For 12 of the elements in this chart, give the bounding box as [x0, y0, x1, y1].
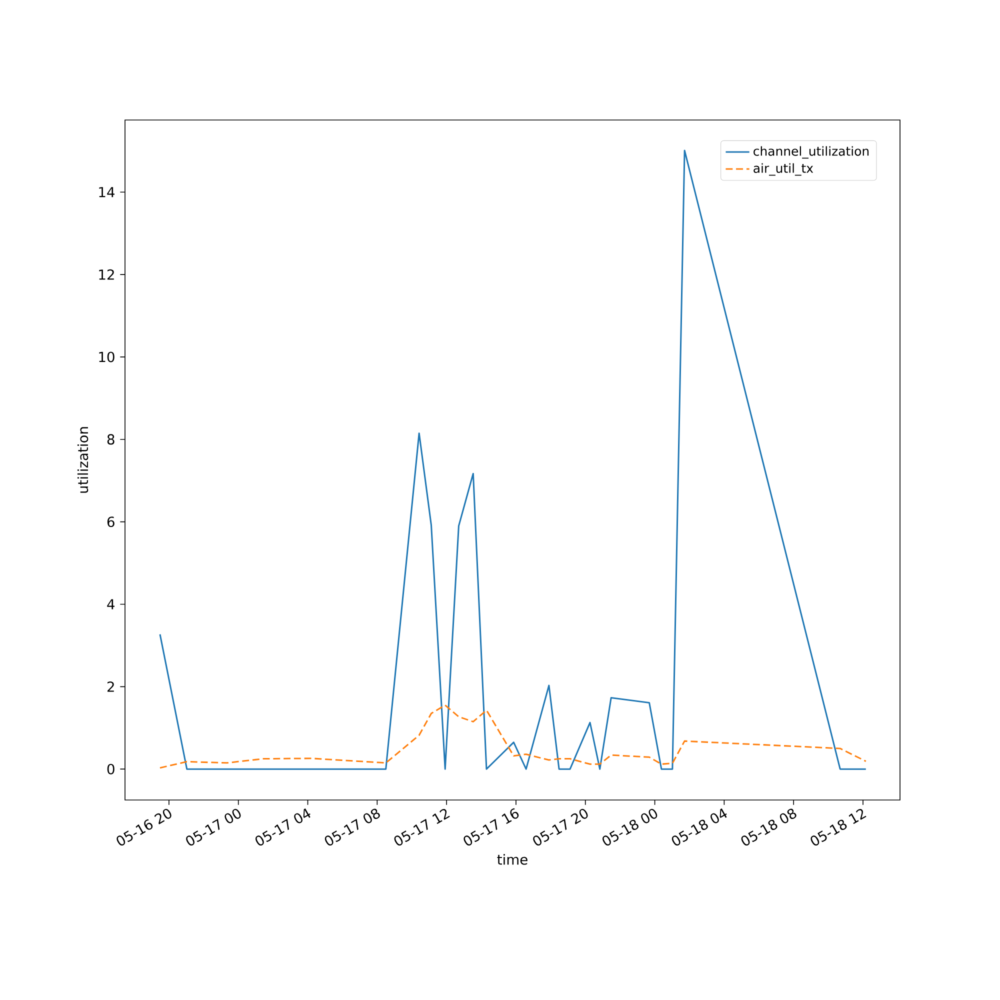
- y-tick-label: 10: [99, 352, 114, 362]
- y-axis-title: utilization: [77, 427, 88, 493]
- y-tick-label: 6: [107, 516, 114, 528]
- y-tick-label: 12: [99, 269, 114, 280]
- x-axis-title: time: [497, 854, 528, 865]
- y-tick-label: 0: [107, 764, 114, 774]
- legend-label: channel_utilization: [754, 146, 869, 159]
- y-tick-label: 2: [107, 682, 114, 692]
- legend-label: air_util_tx: [754, 163, 814, 176]
- y-tick-label: 8: [107, 434, 114, 445]
- y-tick-label: 4: [107, 599, 114, 610]
- y-tick-label: 14: [99, 187, 114, 198]
